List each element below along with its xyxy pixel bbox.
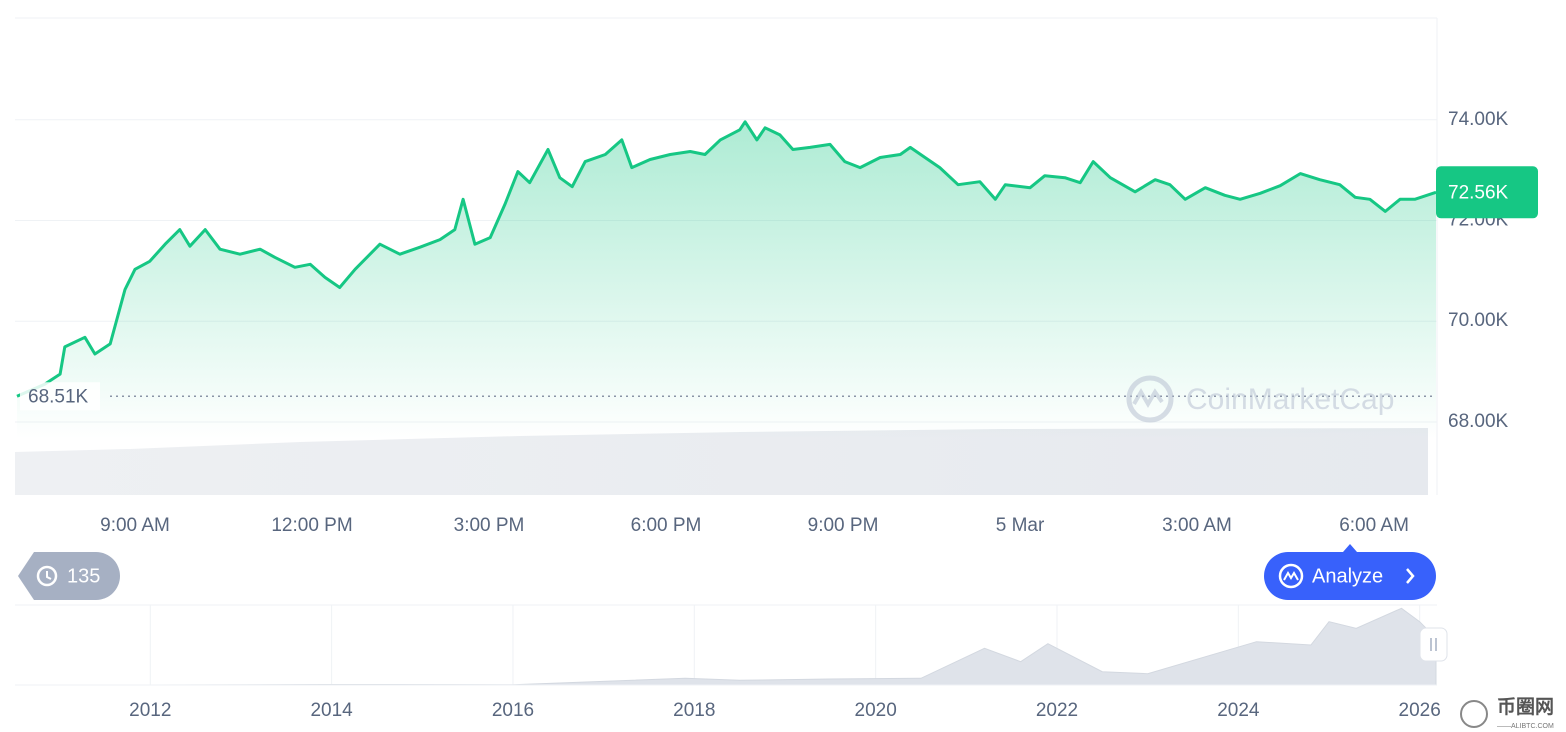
navigator: 2012 2014 2016 2018 2020 2022 2024 2026 bbox=[15, 604, 1441, 721]
nav-x-tick-label: 2020 bbox=[855, 700, 897, 721]
current-price-label: 72.56K bbox=[1448, 182, 1509, 203]
site-watermark: 币圈网 ——ALIBTC.COM bbox=[1460, 696, 1554, 730]
nav-x-tick-label: 2026 bbox=[1399, 700, 1441, 721]
area-fill bbox=[17, 121, 1436, 496]
x-tick-label: 6:00 AM bbox=[1339, 515, 1409, 536]
nav-x-tick-label: 2012 bbox=[129, 700, 171, 721]
x-tick-label: 12:00 PM bbox=[271, 515, 352, 536]
nav-x-tick-label: 2018 bbox=[673, 700, 715, 721]
site-logo: 币圈网 bbox=[1497, 696, 1554, 718]
price-line bbox=[16, 120, 1437, 398]
x-tick-label: 9:00 AM bbox=[100, 515, 170, 536]
watermark-text: CoinMarketCap bbox=[1186, 383, 1394, 416]
analyze-label: Analyze bbox=[1312, 565, 1383, 587]
nav-x-tick-label: 2024 bbox=[1217, 700, 1260, 721]
navigator-handle[interactable] bbox=[1419, 627, 1448, 662]
x-tick-label: 9:00 PM bbox=[808, 515, 879, 536]
x-tick-label: 3:00 PM bbox=[454, 515, 525, 536]
site-url: ——ALIBTC.COM bbox=[1497, 723, 1554, 730]
open-price-bg bbox=[20, 382, 100, 411]
nav-area bbox=[17, 607, 1437, 686]
x-tick-label: 3:00 AM bbox=[1162, 515, 1232, 536]
history-count: 135 bbox=[67, 565, 100, 587]
current-price-tag bbox=[1436, 166, 1538, 219]
watermark: CoinMarketCap bbox=[1126, 375, 1394, 423]
nav-x-tick-label: 2016 bbox=[492, 700, 534, 721]
history-badge[interactable]: 135 bbox=[18, 552, 120, 600]
x-tick-label: 5 Mar bbox=[996, 515, 1045, 536]
analyze-button[interactable]: Analyze bbox=[1264, 544, 1436, 600]
y-tick-label: 74.00K bbox=[1448, 109, 1509, 130]
open-price-label: 68.51K bbox=[28, 386, 89, 407]
x-tick-label: 6:00 PM bbox=[631, 515, 702, 536]
nav-x-tick-label: 2022 bbox=[1036, 700, 1078, 721]
y-tick-label: 68.00K bbox=[1448, 411, 1509, 432]
y-tick-label: 70.00K bbox=[1448, 310, 1509, 331]
nav-x-tick-label: 2014 bbox=[310, 700, 353, 721]
